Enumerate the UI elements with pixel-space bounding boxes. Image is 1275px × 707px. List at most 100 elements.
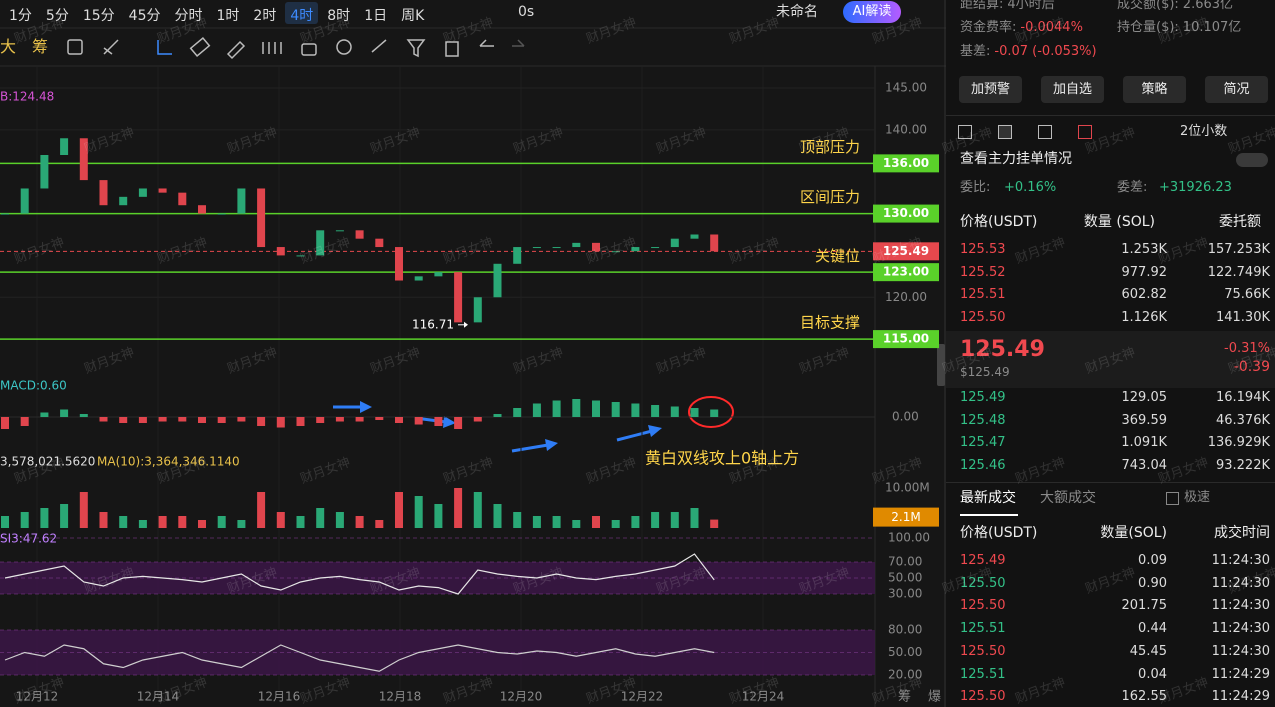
candle <box>434 272 443 277</box>
level-badge <box>873 204 939 223</box>
candle <box>710 234 719 252</box>
book-view-icon[interactable] <box>998 125 1012 139</box>
book-amount: 157.253K <box>1207 242 1270 257</box>
action-button[interactable]: 加自选 <box>1041 76 1104 103</box>
candle <box>670 238 679 248</box>
interval-tab[interactable]: 分时 <box>174 8 203 24</box>
interval-tab[interactable]: 周K <box>401 8 425 24</box>
book-view-icon[interactable] <box>1078 125 1092 139</box>
trade-tab[interactable]: 最新成交 <box>960 490 1016 506</box>
book-qty: 369.59 <box>1121 412 1168 428</box>
interval-tab[interactable]: 1时 <box>216 8 240 24</box>
trade-header: 成交时间 <box>1214 525 1270 541</box>
bb-label: B:124.48 <box>0 90 54 104</box>
macd-bar <box>651 405 660 417</box>
trade-time: 11:24:29 <box>1211 689 1270 705</box>
trade-time: 11:24:30 <box>1211 643 1270 659</box>
macd-bar <box>316 417 325 423</box>
candle <box>79 138 88 181</box>
drawbar-item[interactable]: 大 <box>0 37 17 56</box>
book-price: 125.50 <box>960 310 1006 326</box>
macd-bar <box>198 417 206 423</box>
book-view-icon[interactable] <box>958 125 972 139</box>
trade-price: 125.51 <box>960 666 1006 682</box>
x-tick-label: 12月14 <box>137 690 180 704</box>
candle <box>651 247 660 249</box>
level-value: 130.00 <box>883 206 929 220</box>
candle <box>395 247 403 281</box>
interval-tab[interactable]: 5分 <box>45 8 69 24</box>
last-pct: -0.31% <box>1224 341 1270 356</box>
level-badge <box>873 263 939 282</box>
macd-bar <box>335 417 344 422</box>
macd-bar <box>99 417 108 422</box>
candle <box>592 242 600 252</box>
interval-tab[interactable]: 2时 <box>253 8 277 24</box>
candle <box>257 188 266 248</box>
level-value: 125.49 <box>883 244 929 258</box>
interval-tab[interactable]: 8时 <box>327 8 351 24</box>
trade-tab[interactable]: 大额成交 <box>1040 490 1096 506</box>
book-amount: 93.222K <box>1215 458 1270 474</box>
macd-bar <box>119 417 128 423</box>
candle <box>119 196 128 206</box>
volume-bar <box>296 516 305 528</box>
ai-button[interactable]: AI解读 <box>843 1 901 23</box>
volume-bar <box>710 519 719 528</box>
book-header: 数量 (SOL) <box>1083 214 1155 230</box>
ratio-value: +0.16% <box>1004 180 1057 195</box>
candle <box>237 188 246 214</box>
divider <box>946 115 1275 116</box>
checkbox[interactable] <box>1166 492 1179 505</box>
trade-time: 11:24:30 <box>1211 553 1270 568</box>
action-button[interactable]: 策略 <box>1123 76 1186 103</box>
low-arrow-head <box>464 321 468 328</box>
macd-bar <box>60 409 69 417</box>
interval-tab[interactable]: 1日 <box>364 8 388 24</box>
x-tick-label: 12月18 <box>379 690 422 704</box>
annotation: 黄白双线攻上0轴上方 <box>645 449 799 468</box>
level-value: 136.00 <box>883 156 929 170</box>
macd-bar <box>710 409 719 417</box>
y-tick-label: 145.00 <box>885 81 927 95</box>
volume-bar <box>434 504 443 528</box>
precision-select[interactable]: 2位小数 <box>1180 124 1228 139</box>
trade-header: 数量(SOL) <box>1100 525 1167 541</box>
candle <box>276 247 285 256</box>
book-header: 委托额 <box>1219 214 1261 230</box>
interval-tab[interactable]: 4时 <box>285 2 319 24</box>
depth-link[interactable]: 查看主力挂单情况 <box>960 151 1072 167</box>
stat-value: -0.07 (-0.053%) <box>994 44 1097 59</box>
level-badge <box>873 330 939 349</box>
macd-bar <box>1 417 9 429</box>
trade-tab[interactable]: 极速 <box>1184 490 1211 505</box>
drawbar-item[interactable]: 筹 <box>32 37 49 56</box>
level-value: 123.00 <box>883 265 929 279</box>
candle <box>473 297 482 323</box>
macd-bar <box>493 414 502 417</box>
trade-price: 125.50 <box>960 643 1006 659</box>
layout-name[interactable]: 未命名 <box>776 4 818 20</box>
volume-bar <box>257 492 266 528</box>
macd-bar <box>414 417 423 425</box>
x-tick-label: 12月16 <box>258 690 301 704</box>
x-tick-label: 12月22 <box>621 690 664 704</box>
interval-tab[interactable]: 1分 <box>9 8 32 24</box>
interval-tab[interactable]: 15分 <box>82 8 115 24</box>
macd-bar <box>532 403 541 417</box>
y-tick-label: 70.00 <box>888 555 922 569</box>
action-button[interactable]: 加预警 <box>959 76 1022 103</box>
volume-bar <box>316 508 325 528</box>
toggle[interactable] <box>1236 153 1268 167</box>
macd-bar <box>158 417 167 422</box>
book-price: 125.46 <box>960 458 1006 474</box>
action-button[interactable]: 简况 <box>1205 76 1268 103</box>
book-view-icon[interactable] <box>1038 125 1052 139</box>
interval-tab[interactable]: 45分 <box>128 8 161 24</box>
macd-bar <box>572 399 581 417</box>
y-tick-label: 10.00M <box>885 481 930 495</box>
volume-bar <box>414 496 423 528</box>
candle <box>493 263 502 298</box>
trade-header: 价格(USDT) <box>960 525 1038 541</box>
book-price: 125.53 <box>960 242 1006 257</box>
